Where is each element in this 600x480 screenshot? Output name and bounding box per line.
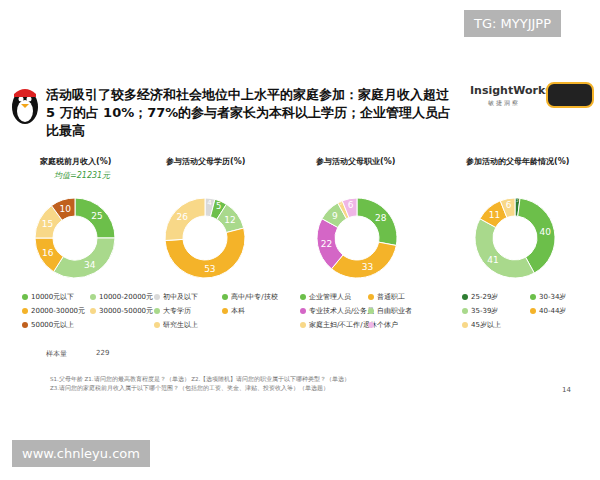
- html-text:40-44岁: 40-44岁: [539, 307, 567, 315]
- html-text:TG: MYYJJPP: TG: MYYJJPP: [474, 16, 551, 31]
- html-text:10000-20000元: 10000-20000元: [99, 293, 154, 301]
- html-text:14: 14: [562, 386, 571, 394]
- html-text:30-34岁: 30-34岁: [539, 293, 567, 301]
- svg-text:6: 6: [506, 200, 512, 210]
- html-text:敏捷洞察: 敏捷洞察: [488, 99, 520, 106]
- html-text:家庭税前月收入(%): 家庭税前月收入(%): [40, 157, 112, 166]
- svg-text:26: 26: [177, 212, 189, 222]
- html-text:45岁以上: 45岁以上: [471, 321, 501, 329]
- svg-text:12: 12: [224, 215, 235, 225]
- svg-text:2: 2: [516, 199, 518, 203]
- svg-text:9: 9: [332, 211, 338, 221]
- html-text:参加活动的父母年龄情况(%): 参加活动的父母年龄情况(%): [466, 157, 570, 166]
- html-text:Z3.请问您的家庭税前月收入属于以下哪个范围？（包括您的工资: Z3.请问您的家庭税前月收入属于以下哪个范围？（包括您的工资、奖金、津贴、投资收…: [50, 385, 329, 391]
- html-text:50000元以上: 50000元以上: [31, 321, 75, 329]
- svg-text:6: 6: [348, 200, 354, 210]
- svg-text:11: 11: [489, 210, 500, 220]
- svg-text:22: 22: [321, 239, 332, 249]
- html-text:活动吸引了较多经济和社会地位中上水平的家庭参加：家庭月收入超: 活动吸引了较多经济和社会地位中上水平的家庭参加：家庭月收入超过 5 万的占 10…: [46, 87, 452, 138]
- html-text:229: 229: [96, 349, 110, 357]
- svg-text:10: 10: [60, 204, 72, 214]
- html-text:研究生以上: 研究生以上: [163, 321, 198, 329]
- html-text:参与活动父母学历(%): 参与活动父母学历(%): [166, 157, 246, 166]
- svg-text:41: 41: [487, 255, 498, 265]
- svg-text:28: 28: [375, 213, 387, 223]
- html-text:大专学历: 大专学历: [163, 307, 191, 315]
- html-text:本科: 本科: [231, 307, 245, 315]
- html-text:InsightWorks: InsightWorks: [470, 84, 552, 97]
- html-text:样本量: 样本量: [46, 350, 67, 358]
- svg-text:40: 40: [540, 227, 552, 237]
- svg-text:34: 34: [84, 260, 96, 270]
- html-text:35-39岁: 35-39岁: [471, 307, 499, 315]
- svg-text:53: 53: [204, 264, 215, 274]
- html-text:25-29岁: 25-29岁: [471, 293, 499, 301]
- svg-text:16: 16: [42, 248, 54, 258]
- html-text:S1.父母年龄 Z1.请问您的最高教育程度是？（单选） Z2: S1.父母年龄 Z1.请问您的最高教育程度是？（单选） Z2.【选项随机】请问您…: [50, 376, 351, 382]
- html-text:www.chnleyu.com: www.chnleyu.com: [22, 446, 140, 461]
- svg-text:33: 33: [362, 262, 373, 272]
- html-text:均值=21231元: 均值=21231元: [54, 171, 111, 180]
- svg-text:2: 2: [340, 202, 342, 206]
- svg-text:4: 4: [207, 199, 211, 207]
- html-text:初中及以下: 初中及以下: [163, 293, 198, 301]
- svg-text:25: 25: [91, 211, 102, 221]
- svg-text:5: 5: [216, 201, 221, 211]
- svg-text:15: 15: [42, 219, 53, 229]
- html-text:企业管理人员: 企业管理人员: [309, 293, 351, 301]
- html-text:参与活动父母职业(%): 参与活动父母职业(%): [316, 157, 396, 166]
- html-text:高中/中专/技校: 高中/中专/技校: [231, 293, 278, 301]
- html-text:普通职工: 普通职工: [377, 293, 405, 301]
- html-text:家庭主妇/不工作/退休个体户: 家庭主妇/不工作/退休个体户: [309, 321, 398, 329]
- html-text:20000-30000元: 20000-30000元: [31, 307, 86, 315]
- html-text:10000元以下: 10000元以下: [31, 293, 75, 301]
- html-text:专业技术人员/公务员 自由职业者: 专业技术人员/公务员 自由职业者: [309, 307, 412, 315]
- html-text:30000-50000元: 30000-50000元: [99, 307, 154, 315]
